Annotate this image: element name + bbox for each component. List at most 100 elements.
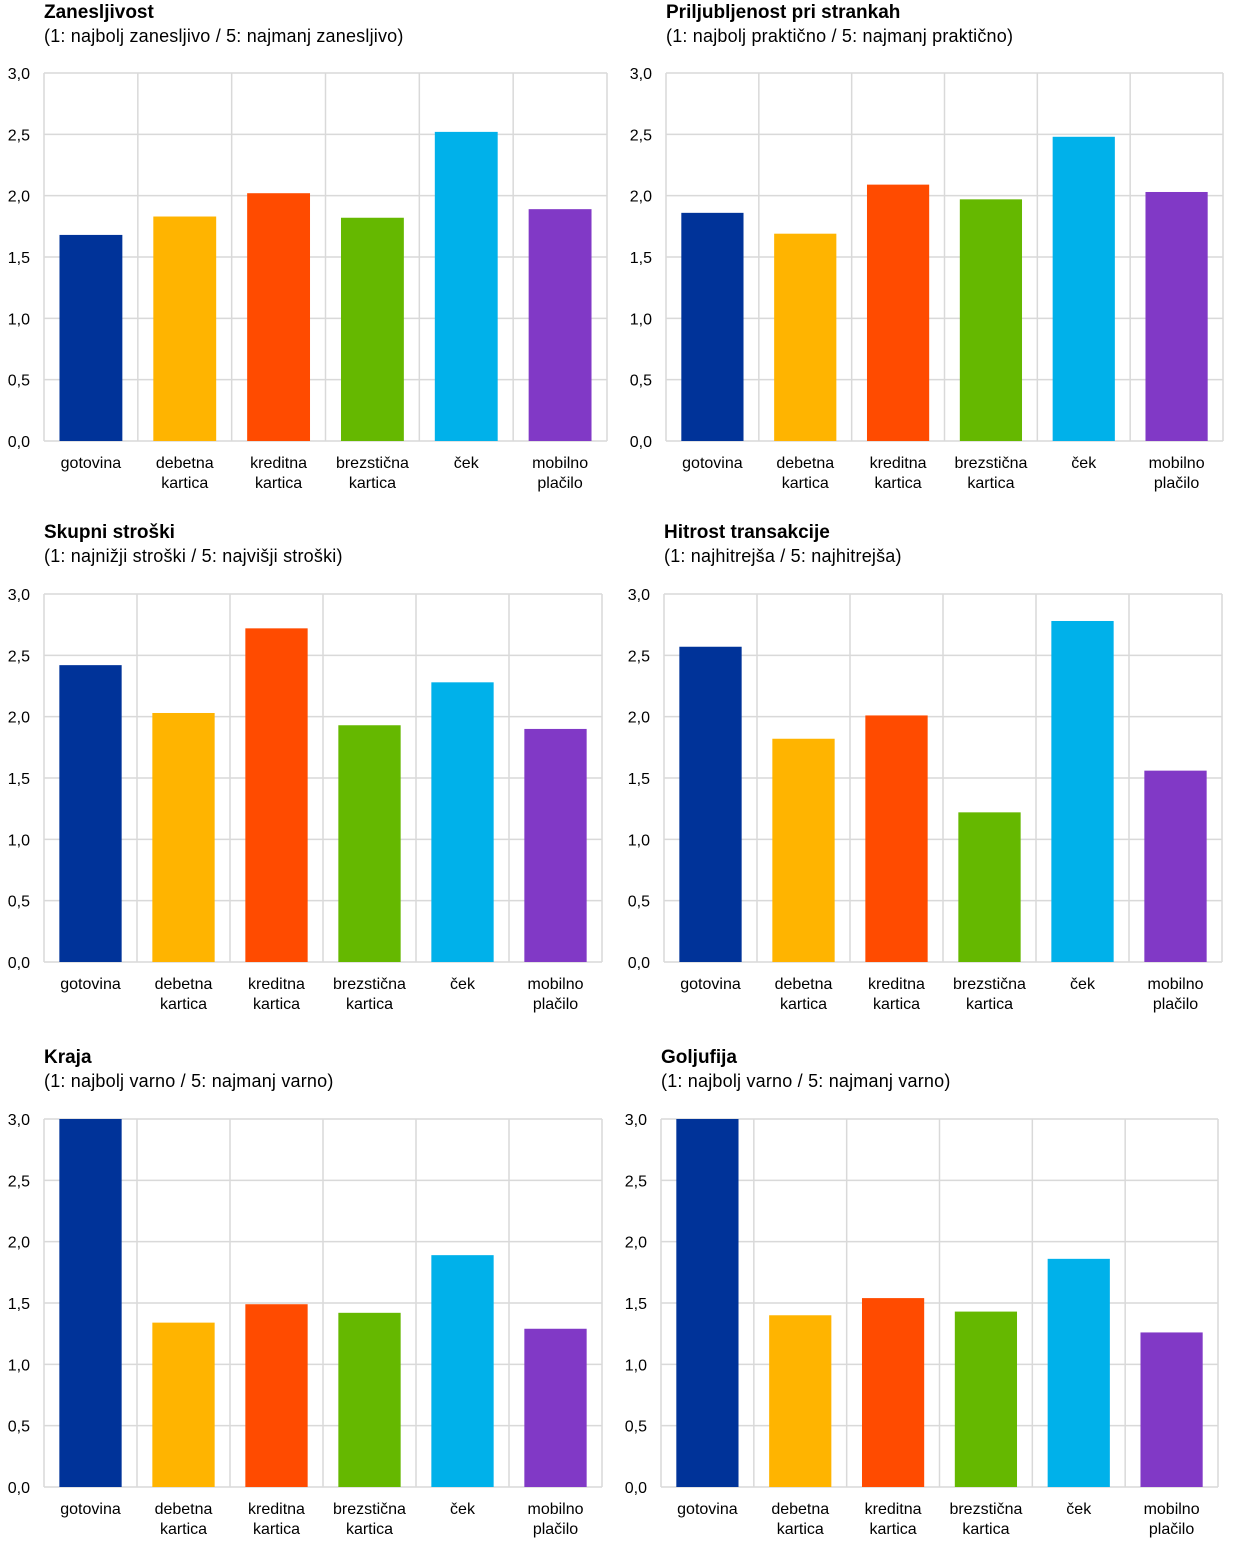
bar-brezstična-kartica xyxy=(958,812,1021,962)
y-tick-label: 2,0 xyxy=(8,1235,30,1252)
y-tick-label: 1,5 xyxy=(625,1296,647,1313)
bar-gotovina xyxy=(679,646,742,962)
bar-debetna-kartica xyxy=(152,712,215,962)
chart-title: Priljubljenost pri strankah xyxy=(666,2,901,23)
x-tick-label: debetna kartica xyxy=(155,1501,213,1538)
bar-mobilno-plačilo xyxy=(1140,1332,1203,1487)
chart-subtitle: (1: najnižji stroški / 5: najvišji stroš… xyxy=(44,546,343,566)
bar-brezstična-kartica xyxy=(954,1311,1018,1487)
y-tick-label: 2,5 xyxy=(630,127,652,144)
chart-panel-goljufija: Goljufija (1: najbolj varno / 5: najmanj… xyxy=(620,1045,1240,1547)
y-tick-label: 3,0 xyxy=(8,1112,30,1129)
x-tick-label: debetna kartica xyxy=(775,976,833,1013)
bar-ček xyxy=(431,1255,494,1487)
y-tick-label: 1,0 xyxy=(625,1357,647,1374)
y-tick-label: 2,5 xyxy=(8,648,30,665)
x-tick-label: brezstična kartica xyxy=(333,976,406,1013)
bar-mobilno-plačilo xyxy=(1144,770,1207,962)
y-tick-label: 1,5 xyxy=(8,250,30,267)
y-tick-label: 3,0 xyxy=(8,587,30,604)
bar-gotovina xyxy=(59,1119,122,1487)
x-tick-label: kreditna kartica xyxy=(865,1501,922,1538)
bar-ček xyxy=(1047,1258,1110,1487)
chart-panel-kraja: Kraja (1: najbolj varno / 5: najmanj var… xyxy=(0,1045,620,1547)
y-tick-label: 0,5 xyxy=(8,1419,30,1436)
bar-mobilno-plačilo xyxy=(528,209,592,441)
bar-ček xyxy=(1052,136,1115,441)
x-tick-label: ček xyxy=(454,455,480,472)
bar-chart: 0,0 0,5 1,0 1,5 2,0 2,5 3,0 gotovina debetna kart… xyxy=(628,587,1223,1013)
bar-gotovina xyxy=(676,1119,739,1487)
chart-subtitle: (1: najbolj varno / 5: najmanj varno) xyxy=(661,1071,951,1091)
chart-subtitle: (1: najbolj praktično / 5: najmanj prakt… xyxy=(666,26,1014,46)
x-tick-label: kreditna kartica xyxy=(250,455,307,492)
x-tick-label: kreditna kartica xyxy=(870,455,927,492)
chart-panel-zanesljivost: Zanesljivost (1: najbolj zanesljivo / 5:… xyxy=(0,0,620,515)
chart-title: Skupni stroški xyxy=(44,522,175,543)
bar-kreditna-kartica xyxy=(247,193,311,441)
bar-chart: 0,0 0,5 1,0 1,5 2,0 2,5 3,0 gotovina debetna kart… xyxy=(625,1112,1219,1538)
x-tick-label: gotovina xyxy=(677,1501,738,1518)
y-tick-label: 0,5 xyxy=(630,373,652,390)
x-tick-label: brezstična kartica xyxy=(954,455,1027,492)
y-tick-label: 2,0 xyxy=(8,189,30,206)
chart-panel-hitrost-transakcije: Hitrost transakcije (1: najhitrejša / 5:… xyxy=(620,520,1240,1035)
chart-title: Kraja xyxy=(44,1047,92,1068)
y-tick-label: 0,0 xyxy=(625,1480,647,1497)
x-tick-label: gotovina xyxy=(60,976,121,993)
bar-chart: 0,0 0,5 1,0 1,5 2,0 2,5 3,0 gotovina debetna kart… xyxy=(8,587,603,1013)
bar-brezstična-kartica xyxy=(959,199,1023,441)
x-tick-label: mobilno plačilo xyxy=(1147,976,1203,1013)
chart-panel-priljubljenost: Priljubljenost pri strankah (1: najbolj … xyxy=(620,0,1240,515)
bar-kreditna-kartica xyxy=(866,184,930,442)
bar-brezstična-kartica xyxy=(340,217,404,441)
y-tick-label: 2,5 xyxy=(8,127,30,144)
chart-panel-skupni-stroski: Skupni stroški (1: najnižji stroški / 5:… xyxy=(0,520,620,1035)
bar-mobilno-plačilo xyxy=(524,728,587,962)
y-tick-label: 0,0 xyxy=(630,434,652,451)
x-tick-label: debetna kartica xyxy=(771,1501,829,1538)
y-tick-label: 1,5 xyxy=(630,250,652,267)
bar-kreditna-kartica xyxy=(865,715,928,962)
x-tick-label: kreditna kartica xyxy=(248,1501,305,1538)
x-tick-label: ček xyxy=(450,976,476,993)
chart-subtitle: (1: najhitrejša / 5: najhitrejša) xyxy=(664,546,902,566)
y-tick-label: 1,5 xyxy=(8,771,30,788)
x-tick-label: mobilno plačilo xyxy=(532,455,588,492)
y-tick-label: 2,0 xyxy=(8,710,30,727)
y-tick-label: 0,5 xyxy=(628,894,650,911)
bar-debetna-kartica xyxy=(774,233,837,441)
y-tick-label: 0,0 xyxy=(628,955,650,972)
y-tick-label: 1,5 xyxy=(628,771,650,788)
bar-debetna-kartica xyxy=(772,738,835,962)
x-tick-label: brezstična kartica xyxy=(949,1501,1022,1538)
chart-title: Hitrost transakcije xyxy=(664,522,830,543)
x-tick-label: mobilno plačilo xyxy=(527,1501,583,1538)
x-tick-label: ček xyxy=(1066,1501,1092,1518)
y-tick-label: 2,0 xyxy=(628,710,650,727)
x-tick-label: mobilno plačilo xyxy=(1149,455,1205,492)
y-tick-label: 2,5 xyxy=(625,1173,647,1190)
bar-gotovina xyxy=(681,212,744,441)
x-tick-label: ček xyxy=(450,1501,476,1518)
y-tick-label: 3,0 xyxy=(8,66,30,83)
y-tick-label: 1,0 xyxy=(8,1357,30,1374)
y-tick-label: 1,5 xyxy=(8,1296,30,1313)
bar-mobilno-plačilo xyxy=(1145,191,1208,441)
x-tick-label: ček xyxy=(1071,455,1097,472)
bar-ček xyxy=(431,682,494,962)
bar-gotovina xyxy=(59,234,123,441)
x-tick-label: gotovina xyxy=(60,1501,121,1518)
bar-kreditna-kartica xyxy=(861,1298,925,1487)
x-tick-label: gotovina xyxy=(61,455,122,472)
y-tick-label: 0,0 xyxy=(8,1480,30,1497)
x-tick-label: mobilno plačilo xyxy=(527,976,583,1013)
bar-mobilno-plačilo xyxy=(524,1328,587,1487)
bar-brezstična-kartica xyxy=(338,1312,401,1487)
bar-brezstična-kartica xyxy=(338,725,401,962)
bar-gotovina xyxy=(59,665,122,962)
bar-chart: 0,0 0,5 1,0 1,5 2,0 2,5 3,0 gotovina debetna kart… xyxy=(8,1112,603,1538)
chart-title: Goljufija xyxy=(661,1047,737,1068)
chart-subtitle: (1: najbolj zanesljivo / 5: najmanj zane… xyxy=(44,26,404,46)
y-tick-label: 0,0 xyxy=(8,955,30,972)
